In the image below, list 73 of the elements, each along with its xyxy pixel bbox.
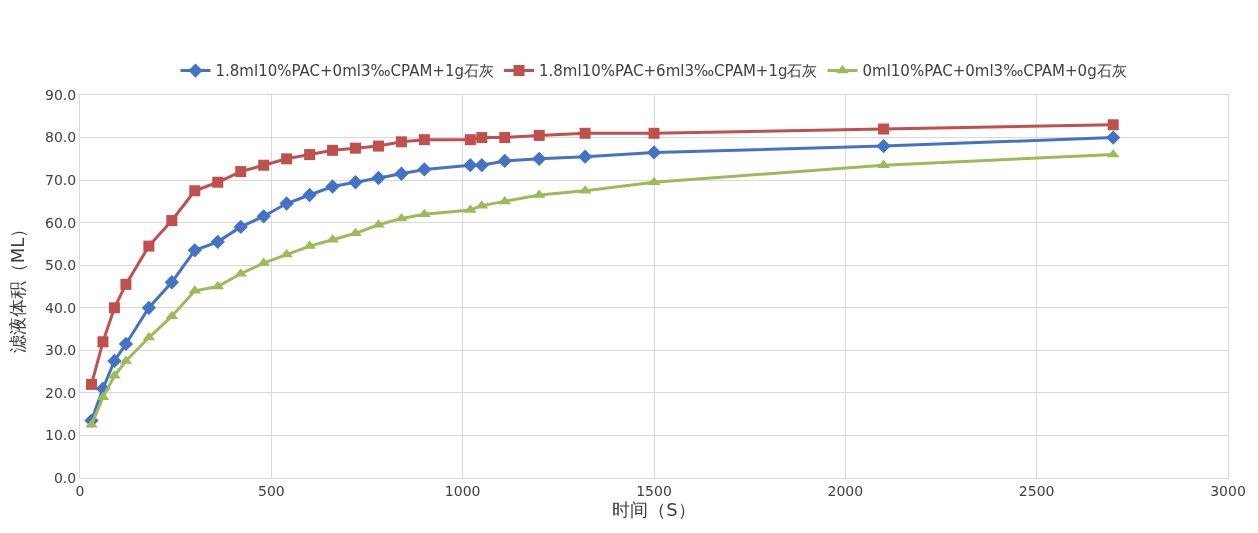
x-tick-label: 0 [75,482,85,499]
point [532,151,547,166]
point [348,175,363,190]
point [878,123,890,135]
point [497,153,512,169]
point [533,129,545,141]
point [210,234,225,249]
point [85,378,97,390]
point [577,149,593,164]
y-tick-label: 10.0 [45,427,77,444]
y-tick-label: 40.0 [45,299,77,316]
point [463,158,478,173]
point [258,159,270,171]
point [418,134,430,146]
point [325,179,340,194]
point [394,166,409,181]
point [279,196,294,211]
point [97,336,109,348]
point [164,275,179,290]
point [281,153,293,165]
point [107,353,122,369]
point [327,144,339,156]
point [187,243,202,258]
y-tick-label: 90.0 [45,86,77,103]
point [498,195,512,205]
point [876,138,891,154]
y-tick-label: 30.0 [45,342,77,359]
point [108,302,120,314]
y-tick-label: 0.0 [53,469,77,486]
point [165,310,179,320]
legend-label: 1.8ml10%PAC+0ml3‰CPAM+1g石灰 [215,62,494,81]
point [256,209,271,224]
point [350,142,362,154]
x-axis-title: 时间（S） [612,498,696,520]
y-tick-label: 80.0 [45,129,77,146]
point [417,162,432,177]
point [304,149,316,161]
point [646,145,662,160]
point [1107,119,1119,131]
point [118,336,134,352]
legend-label: 0ml10%PAC+0ml3‰CPAM+0g石灰 [862,62,1127,81]
x-tick-label: 3000 [1210,482,1246,499]
point [372,140,384,152]
point [648,127,660,139]
x-tick-label: 2500 [1018,482,1055,499]
y-axis-title: 滤液体积（ML） [7,219,29,354]
point [212,176,224,188]
x-tick-label: 1500 [636,482,672,499]
point [235,166,247,178]
y-tick-label: 60.0 [45,214,77,231]
point [395,212,408,222]
x-tick-label: 2000 [827,482,864,499]
x-tick-label: 1000 [444,482,481,499]
point [189,185,201,197]
point [166,215,178,227]
point [302,187,317,203]
x-tick-label: 500 [257,482,285,499]
point [143,240,155,252]
point [476,132,488,144]
legend-label: 1.8ml10%PAC+6ml3‰CPAM+1g石灰 [539,62,818,81]
y-tick-label: 50.0 [45,257,77,274]
point [1106,130,1121,145]
point [233,219,248,235]
point [499,132,511,144]
point [371,170,386,186]
point [120,278,132,290]
point [464,134,476,146]
point [395,136,407,148]
y-tick-label: 70.0 [45,172,77,189]
point [579,127,591,139]
point [141,300,157,315]
y-tick-label: 20.0 [45,384,77,401]
point [474,158,489,173]
